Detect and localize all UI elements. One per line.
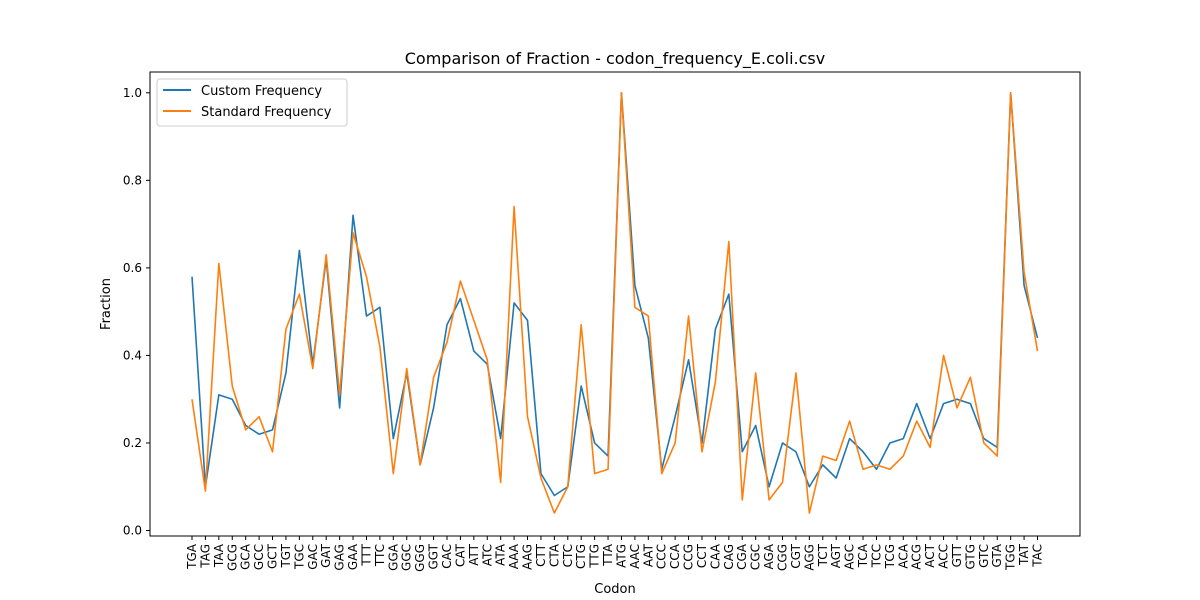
x-tick-label: TAC — [1031, 544, 1045, 568]
x-tick-label: AAG — [521, 544, 535, 570]
x-tick-label: GCT — [266, 543, 280, 569]
y-tick-label: 0.4 — [123, 348, 142, 362]
y-tick-label: 0.6 — [123, 261, 142, 275]
x-tick-label: ATT — [467, 543, 481, 565]
x-tick-label: AAT — [641, 543, 655, 567]
x-tick-label: TCA — [856, 543, 870, 568]
x-tick-label: CCC — [655, 544, 669, 569]
x-tick-label: TAT — [1017, 543, 1031, 566]
x-tick-label: GGT — [427, 543, 441, 569]
x-tick-label: TGC — [292, 544, 306, 570]
x-tick-label: CTG — [574, 544, 588, 569]
x-tick-label: ACC — [937, 544, 951, 569]
x-tick-label: ATA — [494, 543, 508, 566]
x-tick-label: CCA — [668, 543, 682, 569]
chart-title: Comparison of Fraction - codon_frequency… — [405, 49, 825, 69]
x-tick-label: CGC — [749, 544, 763, 570]
x-tick-label: AGG — [802, 544, 816, 571]
x-tick-label: GAG — [333, 544, 347, 571]
x-tick-label: TTG — [588, 544, 602, 569]
y-axis: 0.0 0.2 0.4 0.6 0.8 1.0 — [123, 86, 150, 538]
x-tick-label: GTA — [990, 543, 1004, 567]
x-tick-label: GAC — [306, 544, 320, 570]
x-axis-title: Codon — [594, 582, 635, 597]
x-tick-label: GGC — [400, 544, 414, 571]
x-tick-label: CTC — [561, 544, 575, 567]
x-tick-label: GGG — [413, 544, 427, 572]
x-tick-label: AGC — [843, 544, 857, 570]
series-line-standard — [191, 91, 1039, 514]
x-tick-label: GCG — [225, 544, 239, 571]
x-tick-label: CCT — [695, 543, 709, 568]
x-tick-label: AGA — [762, 543, 776, 569]
x-tick-label: CGG — [776, 544, 790, 571]
legend-box — [156, 78, 348, 127]
y-axis-title: Fraction — [99, 278, 114, 330]
x-tick-label: GCC — [252, 544, 266, 570]
x-axis: TGA TAG TAA GCG GCA GCC GCT TGT TGC GAC GAT GAG GAA T… — [185, 536, 1045, 572]
x-tick-label: GTT — [950, 543, 964, 567]
y-tick-label: 0.0 — [123, 524, 142, 538]
x-tick-label: CTT — [534, 543, 548, 566]
x-tick-label: ACG — [910, 544, 924, 570]
x-tick-label: TGA — [185, 543, 199, 570]
x-tick-label: CAG — [722, 544, 736, 570]
x-tick-label: CGA — [735, 543, 749, 570]
x-tick-label: ATC — [480, 544, 494, 566]
x-tick-label: ACT — [923, 543, 937, 567]
x-tick-label: GAA — [346, 543, 360, 570]
x-tick-label: AAC — [628, 544, 642, 569]
series-layer — [191, 91, 1039, 514]
x-tick-label: CGT — [789, 543, 803, 568]
x-tick-label: TTC — [373, 544, 387, 567]
x-tick-label: GCA — [239, 543, 253, 570]
y-tick-label: 0.8 — [123, 173, 142, 187]
legend: Custom Frequency Standard Frequency — [156, 78, 348, 127]
x-tick-label: GAT — [319, 543, 333, 568]
plot-frame — [149, 71, 1081, 537]
x-tick-label: TGG — [1004, 544, 1018, 571]
x-tick-label: TAA — [212, 543, 226, 568]
x-tick-label: GTC — [977, 544, 991, 568]
x-tick-label: TGT — [279, 543, 293, 568]
x-tick-label: GTG — [963, 544, 977, 570]
x-tick-label: CAA — [708, 543, 722, 569]
x-tick-label: TCT — [816, 543, 830, 567]
x-tick-label: CCG — [682, 544, 696, 570]
x-tick-label: CAC — [440, 544, 454, 569]
x-tick-label: CTA — [547, 543, 561, 567]
x-tick-label: AAA — [507, 543, 521, 569]
x-tick-label: GGA — [386, 543, 400, 571]
legend-label-standard: Standard Frequency — [201, 105, 332, 120]
x-tick-label: TCC — [869, 544, 883, 568]
x-tick-label: TCG — [883, 544, 897, 569]
y-tick-label: 0.2 — [123, 436, 142, 450]
x-tick-label: ATG — [614, 544, 628, 568]
x-tick-label: TTA — [601, 543, 615, 567]
legend-label-custom: Custom Frequency — [201, 84, 322, 99]
x-tick-label: TAG — [198, 544, 212, 569]
x-tick-label: CAT — [453, 543, 467, 567]
x-tick-label: TTT — [359, 543, 373, 566]
y-tick-label: 1.0 — [123, 86, 142, 100]
x-tick-label: AGT — [829, 543, 843, 568]
x-tick-label: ACA — [896, 543, 910, 568]
